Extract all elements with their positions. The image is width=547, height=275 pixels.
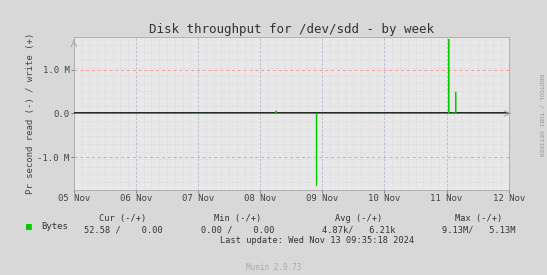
Text: ■: ■: [26, 222, 32, 232]
Text: 52.58 /    0.00: 52.58 / 0.00: [84, 226, 162, 234]
Text: Cur (-/+): Cur (-/+): [100, 214, 147, 223]
Text: Last update: Wed Nov 13 09:35:18 2024: Last update: Wed Nov 13 09:35:18 2024: [220, 236, 415, 245]
Text: Min (-/+): Min (-/+): [214, 214, 261, 223]
Text: 0.00 /    0.00: 0.00 / 0.00: [201, 226, 275, 234]
Text: Avg (-/+): Avg (-/+): [335, 214, 382, 223]
Title: Disk throughput for /dev/sdd - by week: Disk throughput for /dev/sdd - by week: [149, 23, 434, 36]
Text: RRDTOOL / TOBI OETIKER: RRDTOOL / TOBI OETIKER: [538, 74, 543, 157]
Y-axis label: Pr second read (-) / write (+): Pr second read (-) / write (+): [26, 33, 34, 194]
Text: Max (-/+): Max (-/+): [455, 214, 502, 223]
Text: 4.87k/   6.21k: 4.87k/ 6.21k: [322, 226, 395, 234]
Text: 9.13M/   5.13M: 9.13M/ 5.13M: [442, 226, 515, 234]
Text: Munin 2.0.73: Munin 2.0.73: [246, 263, 301, 271]
Text: Bytes: Bytes: [41, 222, 68, 231]
